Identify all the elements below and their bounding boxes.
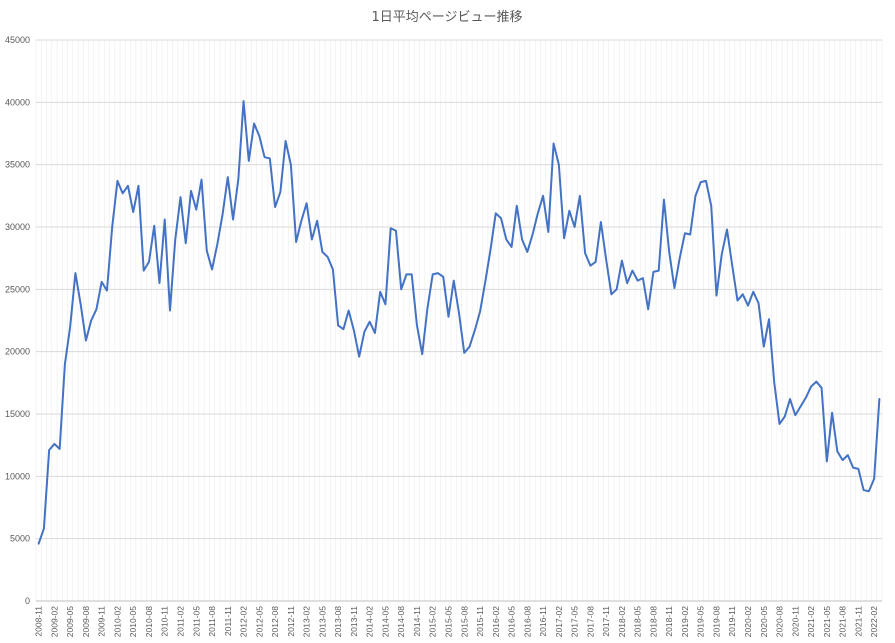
x-tick-label: 2014-05 <box>380 606 390 637</box>
y-tick-label: 0 <box>25 596 30 606</box>
y-tick-label: 30000 <box>5 222 30 232</box>
x-tick-label: 2012-05 <box>254 606 264 637</box>
x-tick-label: 2022-02 <box>869 606 879 637</box>
y-tick-label: 45000 <box>5 35 30 45</box>
x-tick-label: 2018-05 <box>633 606 643 637</box>
x-tick-label: 2008-11 <box>34 606 44 637</box>
x-tick-label: 2021-05 <box>822 606 832 637</box>
vertical-gridlines <box>35 40 883 601</box>
x-axis-tick-labels: 2008-11 2009-02 2009-05 2009-08 2009-11 2010-… <box>34 606 879 637</box>
x-tick-label: 2016-02 <box>491 606 501 637</box>
x-tick-label: 2010-02 <box>112 606 122 637</box>
series-line <box>37 100 881 545</box>
x-tick-label: 2019-05 <box>696 606 706 637</box>
x-tick-label: 2009-08 <box>81 606 91 637</box>
x-tick-label: 2021-08 <box>838 606 848 637</box>
y-tick-label: 20000 <box>5 347 30 357</box>
horizontal-gridlines <box>36 39 882 540</box>
x-tick-label: 2016-11 <box>538 606 548 637</box>
x-tick-label: 2011-05 <box>191 606 201 637</box>
x-tick-label: 2019-02 <box>680 606 690 637</box>
x-tick-label: 2019-08 <box>711 606 721 637</box>
x-tick-label: 2016-08 <box>522 606 532 637</box>
x-tick-label: 2015-08 <box>459 606 469 637</box>
x-tick-label: 2012-02 <box>239 606 249 637</box>
x-tick-label: 2011-08 <box>207 606 217 637</box>
x-tick-label: 2012-08 <box>270 606 280 637</box>
y-tick-label: 10000 <box>5 471 30 481</box>
x-tick-label: 2017-11 <box>601 606 611 637</box>
x-tick-label: 2009-11 <box>97 606 107 637</box>
x-tick-label: 2020-05 <box>759 606 769 637</box>
x-tick-label: 2011-11 <box>223 606 233 636</box>
x-tick-label: 2015-11 <box>475 606 485 637</box>
x-tick-label: 2012-11 <box>286 606 296 637</box>
x-tick-label: 2021-02 <box>806 606 816 637</box>
y-tick-label: 25000 <box>5 284 30 294</box>
x-tick-label: 2017-08 <box>585 606 595 637</box>
y-tick-label: 15000 <box>5 409 30 419</box>
x-tick-label: 2013-11 <box>349 606 359 637</box>
chart-title: 1日平均ページビュー推移 <box>371 10 522 25</box>
x-tick-label: 2010-08 <box>144 606 154 637</box>
x-tick-label: 2020-02 <box>743 606 753 637</box>
y-tick-label: 35000 <box>5 160 30 170</box>
x-tick-label: 2014-02 <box>365 606 375 637</box>
x-tick-label: 2018-08 <box>648 606 658 637</box>
x-tick-label: 2014-11 <box>412 606 422 637</box>
x-tick-label: 2017-05 <box>570 606 580 637</box>
x-tick-label: 2013-02 <box>302 606 312 637</box>
x-tick-label: 2011-02 <box>176 606 186 637</box>
x-tick-label: 2020-11 <box>790 606 800 637</box>
x-tick-label: 2015-02 <box>428 606 438 637</box>
y-tick-label: 40000 <box>5 97 30 107</box>
x-tick-label: 2013-08 <box>333 606 343 637</box>
x-tick-label: 2014-08 <box>396 606 406 637</box>
x-tick-label: 2018-11 <box>664 606 674 637</box>
x-tick-label: 2016-05 <box>507 606 517 637</box>
x-tick-label: 2010-05 <box>128 606 138 637</box>
x-tick-label: 2015-05 <box>443 606 453 637</box>
x-tick-label: 2013-05 <box>317 606 327 637</box>
x-tick-label: 2020-08 <box>775 606 785 637</box>
y-tick-label: 5000 <box>10 534 30 544</box>
x-tick-label: 2019-11 <box>727 606 737 637</box>
x-tick-label: 2010-11 <box>160 606 170 637</box>
x-tick-label: 2021-11 <box>853 606 863 637</box>
x-tick-label: 2017-02 <box>554 606 564 637</box>
x-tick-label: 2009-02 <box>49 606 59 637</box>
y-axis-tick-labels: 0 5000 10000 15000 20000 25000 30000 35000 40000… <box>5 35 30 606</box>
x-tick-label: 2018-02 <box>617 606 627 637</box>
x-tick-label: 2009-05 <box>65 606 75 637</box>
